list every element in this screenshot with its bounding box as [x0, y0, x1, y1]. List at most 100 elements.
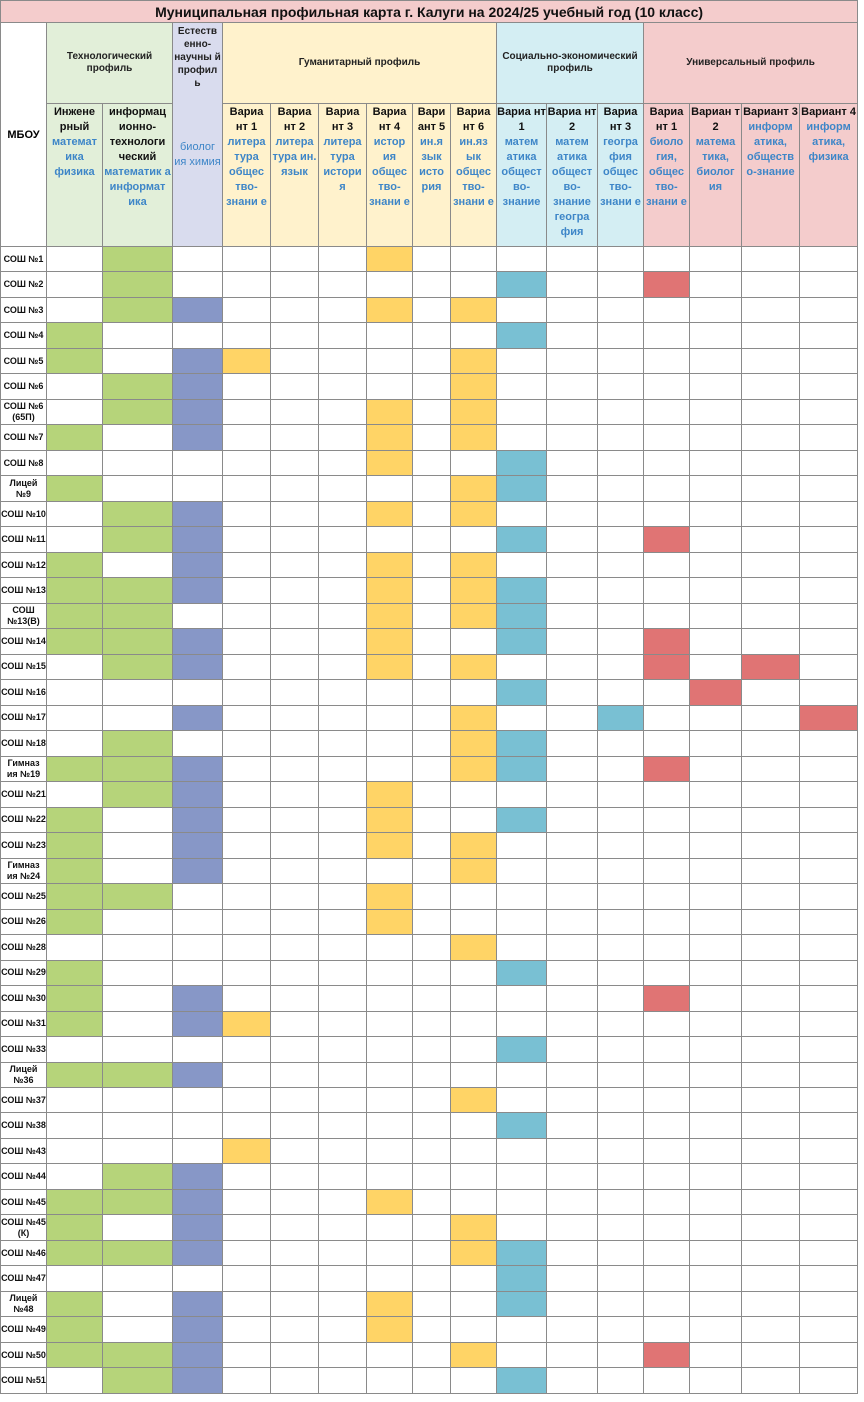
empty-cell [46, 653, 103, 681]
empty-cell [450, 1163, 497, 1190]
empty-cell [366, 730, 413, 757]
empty-cell [270, 1010, 319, 1038]
profile-mark-cell [172, 373, 223, 400]
empty-cell [318, 475, 367, 502]
profile-mark-cell [102, 730, 173, 757]
empty-cell [496, 1061, 547, 1088]
empty-cell [689, 347, 742, 375]
empty-cell [741, 577, 800, 604]
empty-cell [172, 1137, 223, 1165]
profile-mark-cell [46, 959, 103, 987]
empty-cell [597, 475, 644, 502]
table-row: Лицей №9 [0, 475, 859, 502]
empty-cell [172, 1086, 223, 1114]
profile-mark-cell [46, 551, 103, 579]
empty-cell [689, 322, 742, 349]
empty-cell [689, 1061, 742, 1088]
empty-cell [46, 1112, 103, 1139]
empty-cell [412, 551, 451, 579]
empty-cell [798, 1036, 859, 1063]
empty-cell [643, 1086, 690, 1114]
empty-cell [412, 1112, 451, 1139]
profile-mark-cell [46, 347, 103, 375]
variant-header: Вари ант 5 ин.я зык исто рия [412, 103, 451, 247]
empty-cell [741, 373, 800, 400]
empty-cell [597, 1061, 644, 1088]
profile-mark-cell [46, 424, 103, 451]
profile-mark-cell [496, 271, 547, 298]
empty-cell [318, 730, 367, 757]
variant-header: Вариа нт 4 истор ия общес тво-знани е [366, 103, 413, 247]
empty-cell [172, 908, 223, 936]
table-row: СОШ №46 [0, 1239, 859, 1267]
empty-cell [798, 398, 859, 426]
profile-mark-cell [46, 1188, 103, 1216]
empty-cell [222, 1265, 271, 1292]
profile-mark-cell [102, 500, 173, 528]
table-row: СОШ №18 [0, 730, 859, 757]
empty-cell [689, 883, 742, 910]
empty-cell [450, 1367, 497, 1394]
profile-mark-cell [496, 1290, 547, 1318]
empty-cell [222, 781, 271, 808]
empty-cell [270, 296, 319, 324]
empty-cell [412, 1163, 451, 1190]
empty-cell [597, 806, 644, 834]
empty-cell [741, 1239, 800, 1267]
variant-name: Вариан т 2 [691, 106, 740, 133]
variant-header-row: Инжене рный математ ика физика информац ио… [1, 103, 859, 247]
empty-cell [597, 857, 644, 885]
empty-cell [741, 500, 800, 528]
variant-name: Вариа нт 3 [603, 106, 638, 133]
empty-cell [741, 959, 800, 987]
empty-cell [270, 883, 319, 910]
empty-cell [222, 526, 271, 553]
empty-cell [102, 959, 173, 987]
empty-cell [597, 449, 644, 477]
empty-cell [741, 781, 800, 808]
empty-cell [366, 934, 413, 961]
profile-mark-cell [798, 704, 859, 732]
empty-cell [270, 1137, 319, 1165]
empty-cell [643, 424, 690, 451]
empty-cell [222, 1086, 271, 1114]
table-row: Лицей №36 [0, 1061, 859, 1088]
empty-cell [689, 1086, 742, 1114]
empty-cell [643, 1265, 690, 1292]
empty-cell [643, 1061, 690, 1088]
variant-subjects: матема тика, биолог ия [695, 136, 736, 193]
empty-cell [741, 1290, 800, 1318]
profile-mark-cell [222, 347, 271, 375]
empty-cell [318, 679, 367, 706]
empty-cell [222, 551, 271, 579]
profile-mark-cell [450, 857, 497, 885]
empty-cell [643, 1367, 690, 1394]
empty-cell [318, 781, 367, 808]
empty-cell [318, 883, 367, 910]
profile-mark-cell [643, 526, 690, 553]
school-name: СОШ №22 [0, 806, 47, 834]
empty-cell [643, 704, 690, 732]
profile-mark-cell [496, 526, 547, 553]
empty-cell [46, 1163, 103, 1190]
variant-subjects: матем атика общест во-знание геогра фия [551, 136, 593, 238]
empty-cell [689, 449, 742, 477]
empty-cell [270, 271, 319, 298]
profile-mark-cell [450, 755, 497, 783]
school-name: СОШ №17 [0, 704, 47, 732]
empty-cell [546, 500, 598, 528]
empty-cell [597, 934, 644, 961]
profile-mark-cell [597, 704, 644, 732]
profile-mark-cell [643, 985, 690, 1012]
profile-mark-cell [46, 1061, 103, 1088]
empty-cell [496, 1316, 547, 1343]
empty-cell [597, 832, 644, 859]
profile-mark-cell [172, 1214, 223, 1241]
empty-cell [597, 1214, 644, 1241]
profile-mark-cell [46, 1341, 103, 1369]
empty-cell [46, 1367, 103, 1394]
empty-cell [496, 1341, 547, 1369]
empty-cell [270, 322, 319, 349]
profile-mark-cell [366, 908, 413, 936]
school-name: СОШ №15 [0, 653, 47, 681]
